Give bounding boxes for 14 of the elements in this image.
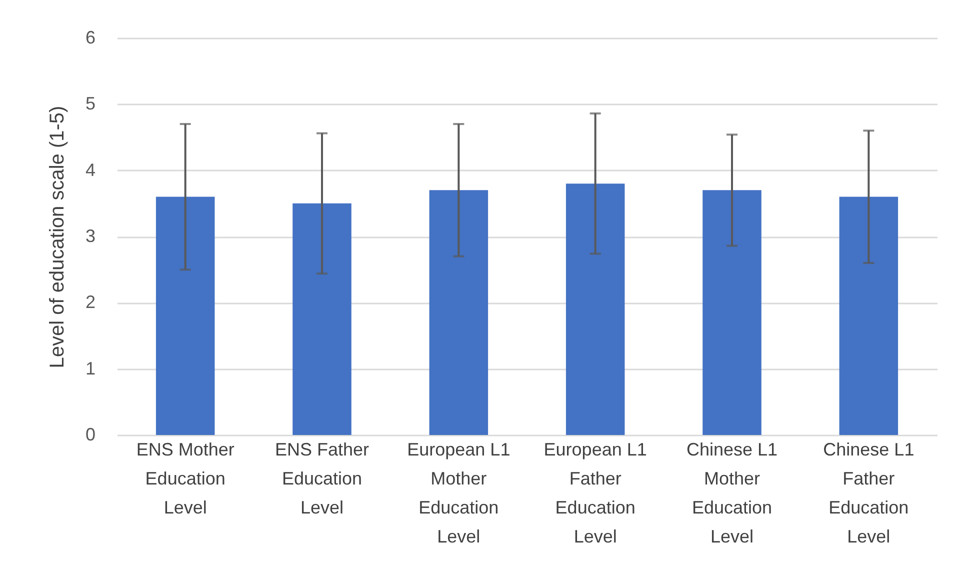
y-tick-label: 1 [85, 358, 96, 378]
x-tick-label: ENS Mother Education Level [136, 440, 234, 518]
y-tick-label: 6 [85, 28, 96, 48]
x-tick-label: Chinese L1 Father Education Level [823, 440, 914, 546]
x-tick-label: Chinese L1 Mother Education Level [686, 440, 778, 546]
y-tick-label: 0 [85, 424, 96, 444]
y-tick-label: 2 [85, 292, 96, 312]
y-tick-label: 4 [85, 160, 96, 180]
y-axis-title: Level of education scale (1-5) [46, 106, 68, 368]
x-tick-label: European L1 Father Education Level [544, 440, 647, 546]
x-tick-label: European L1 Mother Education Level [407, 440, 510, 546]
y-tick-label: 3 [85, 226, 96, 246]
y-tick-label: 5 [85, 94, 96, 114]
x-tick-label: ENS Father Education Level [274, 440, 370, 518]
